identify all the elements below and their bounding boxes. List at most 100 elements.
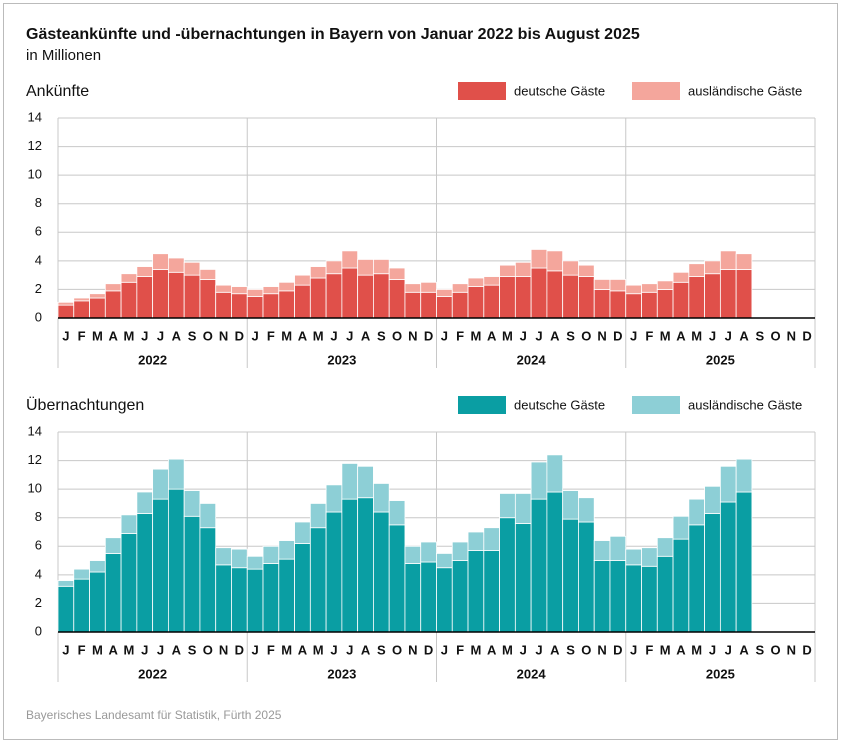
bar-segment [120, 281, 138, 319]
bar-segment [562, 518, 579, 633]
source: Bayerisches Landesamt für Statistik, Für… [26, 708, 282, 722]
bar-segment [467, 277, 485, 287]
bar-segment [688, 498, 706, 526]
bar-segment [167, 458, 185, 490]
x-tick-label: O [203, 328, 213, 343]
x-tick-label: A [298, 642, 308, 657]
bar-segment [231, 567, 248, 633]
x-tick-label: A [676, 328, 686, 343]
x-tick-label: O [771, 328, 781, 343]
bar-segment [578, 276, 595, 319]
bar-segment [325, 484, 343, 513]
bar-segment [609, 290, 627, 319]
bar-segment [404, 283, 422, 293]
x-tick-label: M [691, 642, 702, 657]
bar-segment [704, 260, 721, 275]
bar-segment [73, 578, 90, 633]
bar-segment [609, 535, 627, 561]
x-tick-label: J [441, 642, 448, 657]
bar-segment [57, 301, 75, 306]
bar-segment [278, 290, 295, 319]
subtitle: in Millionen [26, 47, 101, 64]
x-tick-label: S [188, 642, 197, 657]
bar-segment [672, 515, 690, 540]
x-tick-label: M [471, 328, 482, 343]
bar-segment [688, 276, 706, 319]
bar-segment [530, 498, 548, 633]
bar-segment [688, 524, 706, 633]
bar-segment [120, 514, 138, 534]
bar-segment [104, 537, 122, 554]
bar-segment [578, 521, 595, 633]
bar-segment [704, 485, 721, 514]
bar-segment [625, 564, 642, 633]
bar-segment [309, 277, 327, 319]
bar-segment [514, 523, 532, 633]
bar-segment [451, 291, 469, 319]
bar-segment [89, 571, 106, 633]
bar-segment [231, 286, 248, 295]
bar-segment [530, 461, 548, 500]
bar-segment [530, 249, 548, 269]
x-tick-label: N [408, 642, 417, 657]
bar-segment [199, 279, 217, 319]
bar-segment [89, 297, 106, 319]
x-tick-label: J [709, 328, 716, 343]
bar-segment [641, 547, 658, 567]
y-tick-label: 0 [35, 623, 42, 638]
x-tick-label: J [709, 642, 716, 657]
bar-segment [325, 260, 343, 275]
chart-title: Übernachtungen [26, 396, 144, 414]
bar-segment [578, 497, 595, 523]
x-tick-label: J [520, 642, 527, 657]
bar-segment [357, 465, 374, 499]
bar-segment [373, 511, 390, 633]
y-tick-label: 4 [35, 252, 42, 267]
bar-segment [656, 289, 674, 319]
x-tick-label: J [630, 642, 637, 657]
x-tick-label: M [660, 328, 671, 343]
x-tick-label: F [645, 642, 653, 657]
y-tick-label: 10 [28, 481, 42, 496]
legend-label: ausländische Gäste [688, 397, 802, 412]
x-tick-label: O [392, 328, 402, 343]
bar-segment [499, 517, 516, 633]
bar-segment [215, 547, 232, 566]
bar-segment [735, 253, 753, 270]
year-label: 2023 [327, 666, 356, 681]
chart-title: Ankünfte [26, 83, 89, 100]
x-tick-label: F [267, 642, 275, 657]
year-label: 2025 [706, 666, 735, 681]
bar-segment [246, 289, 264, 297]
bar-segment [167, 271, 185, 319]
bar-segment [231, 293, 248, 319]
x-tick-label: J [520, 328, 527, 343]
legend-label: deutsche Gäste [514, 83, 605, 98]
bar-segment [388, 500, 406, 526]
x-tick-label: S [755, 642, 764, 657]
bar-segment [183, 274, 201, 319]
bar-segment [73, 297, 90, 302]
bar-segment [467, 286, 485, 319]
x-tick-label: N [597, 328, 606, 343]
x-tick-label: M [660, 642, 671, 657]
x-tick-label: J [141, 642, 148, 657]
y-tick-label: 0 [35, 309, 42, 324]
y-tick-label: 8 [35, 509, 42, 524]
bar-segment [388, 267, 406, 280]
bar-segment [467, 531, 485, 551]
bar-segment [57, 585, 75, 633]
bar-segment [656, 280, 674, 290]
bar-segment [136, 513, 154, 633]
x-tick-label: M [313, 328, 324, 343]
x-tick-label: J [725, 642, 732, 657]
bar-segment [120, 533, 138, 633]
bar-segment [420, 541, 437, 563]
x-tick-label: A [361, 328, 371, 343]
x-tick-label: M [92, 328, 103, 343]
x-tick-label: J [330, 328, 337, 343]
y-tick-label: 12 [28, 138, 42, 153]
bar-segment [104, 283, 122, 292]
bar-segment [719, 250, 737, 270]
bar-segment [719, 269, 737, 319]
